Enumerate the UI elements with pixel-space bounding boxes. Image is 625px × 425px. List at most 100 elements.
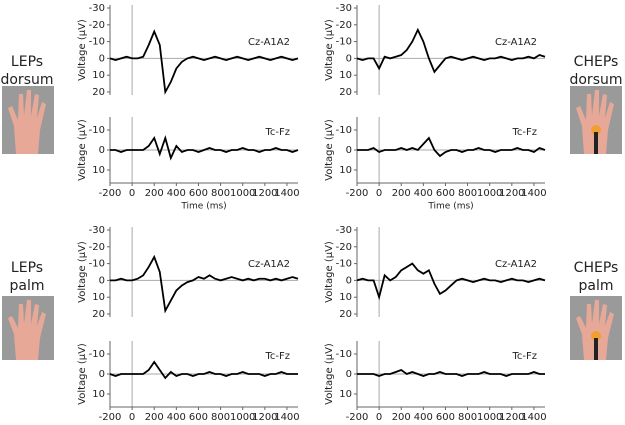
x-axis-label: Time (ms) [180,202,226,212]
x-tick-label: 200 [145,188,164,199]
x-tick-label: 1000 [477,188,502,199]
x-tick-label: 400 [167,188,186,199]
average-waveform [110,134,299,161]
x-tick-label: 400 [414,412,433,423]
x-tick-label: -200 [346,412,369,423]
x-tick-label: 1000 [230,188,255,199]
x-tick-label: 1400 [274,412,299,423]
y-tick-label: -30 [89,225,105,236]
y-tick-label: 20 [92,309,105,320]
condition-label: dorsum [0,72,53,88]
y-tick-label: 10 [92,70,105,81]
y-tick-label: 10 [92,389,105,400]
y-tick-label: -10 [89,259,105,270]
x-tick-label: 400 [167,412,186,423]
hand-photo [2,86,54,154]
y-axis-label: Voltage (µV) [324,119,335,181]
y-tick-label: 10 [339,165,352,176]
x-tick-label: 800 [211,188,230,199]
y-tick-label: 20 [92,87,105,98]
y-tick-label: -10 [336,37,352,48]
x-tick-label: 1400 [521,188,546,199]
x-tick-label: -200 [346,188,369,199]
y-tick-label: 0 [346,53,352,64]
x-tick-label: 200 [145,412,164,423]
y-tick-label: -30 [336,3,352,14]
hand-photo [570,296,622,360]
x-tick-label: 0 [376,188,382,199]
average-waveform [110,254,299,314]
condition-label: CHEPs [574,260,619,276]
y-tick-label: 0 [346,145,352,156]
y-tick-label: 10 [339,389,352,400]
average-waveform [109,29,299,95]
x-tick-label: 600 [189,188,208,199]
x-tick-label: 1200 [252,188,277,199]
y-axis-label: Voltage (µV) [324,19,335,81]
x-tick-label: 1400 [274,188,299,199]
y-tick-label: 0 [99,145,105,156]
y-tick-label: -20 [336,242,352,253]
x-tick-label: 800 [458,188,477,199]
x-tick-label: 400 [414,188,433,199]
x-tick-label: 600 [436,412,455,423]
condition-label: dorsum [569,72,622,88]
x-tick-label: 0 [129,188,135,199]
y-tick-label: 20 [339,309,352,320]
channel-label: Tc-Fz [264,127,290,138]
y-tick-label: -20 [89,242,105,253]
y-tick-label: 10 [92,165,105,176]
condition-label: LEPs [11,260,43,276]
channel-label: Cz-A1A2 [248,259,290,270]
x-tick-label: 1400 [521,412,546,423]
average-waveform [357,368,545,377]
y-tick-label: -20 [336,20,352,31]
x-tick-label: 1000 [477,412,502,423]
channel-label: Tc-Fz [264,351,290,362]
y-tick-label: -10 [336,259,352,270]
y-tick-label: 0 [99,275,105,286]
condition-label: palm [10,278,45,294]
x-tick-label: 200 [392,188,411,199]
condition-label: LEPs [11,54,43,70]
y-tick-label: -30 [89,3,105,14]
average-waveform [356,27,546,74]
y-tick-label: -10 [336,125,352,136]
average-waveform [109,360,298,380]
channel-label: Tc-Fz [511,127,537,138]
x-axis-label: Time (ms) [427,202,473,212]
average-waveform [357,136,546,158]
y-tick-label: 0 [346,369,352,380]
channel-label: Cz-A1A2 [495,259,537,270]
x-tick-label: 600 [436,188,455,199]
y-tick-label: -10 [89,349,105,360]
y-axis-label: Voltage (µV) [77,19,88,81]
hand-photo [2,296,54,360]
y-tick-label: -10 [89,37,105,48]
x-tick-label: -200 [99,412,122,423]
y-tick-label: 10 [339,70,352,81]
y-axis-label: Voltage (µV) [77,343,88,405]
channel-label: Tc-Fz [511,351,537,362]
x-tick-label: 0 [376,412,382,423]
x-tick-label: 0 [129,412,135,423]
x-tick-label: 1200 [252,412,277,423]
y-axis-label: Voltage (µV) [77,241,88,303]
y-tick-label: -20 [89,20,105,31]
y-axis-label: Voltage (µV) [324,241,335,303]
channel-label: Cz-A1A2 [495,37,537,48]
x-tick-label: 1200 [499,412,524,423]
x-tick-label: 800 [211,412,230,423]
average-waveform [356,262,546,301]
channel-label: Cz-A1A2 [248,37,290,48]
y-tick-label: 0 [99,53,105,64]
x-tick-label: 1000 [230,412,255,423]
x-tick-label: 1200 [499,188,524,199]
x-tick-label: -200 [99,188,122,199]
y-axis-label: Voltage (µV) [324,343,335,405]
y-tick-label: -10 [336,349,352,360]
y-tick-label: -30 [336,225,352,236]
y-axis-label: Voltage (µV) [77,119,88,181]
x-tick-label: 800 [458,412,477,423]
